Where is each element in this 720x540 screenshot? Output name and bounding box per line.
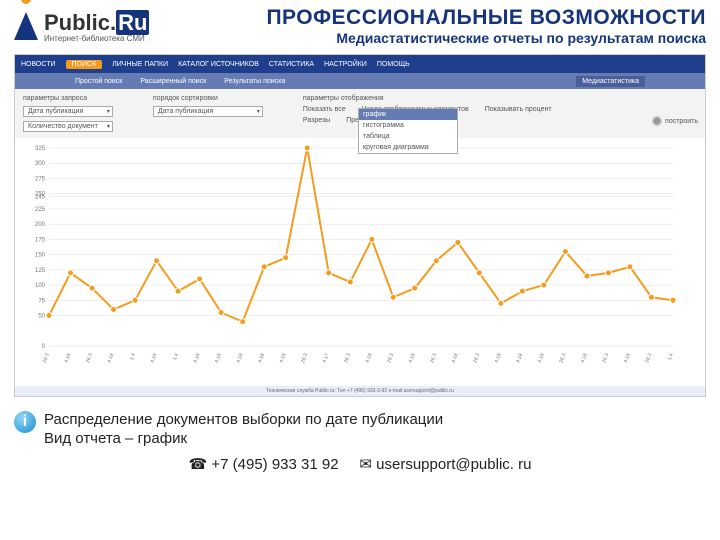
svg-text:26.3: 26.3 (85, 352, 94, 363)
svg-text:28.3: 28.3 (644, 352, 653, 363)
svg-text:26.3: 26.3 (386, 352, 395, 363)
phone: +7 (495) 933 31 92 (189, 456, 339, 473)
svg-text:200: 200 (35, 222, 46, 228)
subnav-item[interactable]: Результаты поиска (224, 78, 285, 85)
chart-area: 0507510012515017520022524525027530032520… (15, 138, 705, 386)
dropdown-item[interactable]: гистограмма (359, 120, 457, 131)
subnav-item[interactable]: Расширенный поиск (140, 78, 206, 85)
logo-text: Public.Ru (44, 10, 149, 36)
svg-text:4.18: 4.18 (451, 352, 460, 363)
subnav-item[interactable]: Медиастатистика (576, 76, 645, 87)
svg-text:26.3: 26.3 (343, 352, 352, 363)
nav-item[interactable]: НОВОСТИ (21, 61, 56, 68)
svg-text:4.18: 4.18 (580, 352, 589, 363)
svg-text:4.18: 4.18 (279, 352, 288, 363)
svg-text:4.18: 4.18 (63, 352, 72, 363)
presentation-dropdown[interactable]: график гистограмматаблицакруговая диагра… (358, 108, 458, 154)
dropdown-selected[interactable]: график (359, 109, 457, 120)
svg-text:125: 125 (35, 268, 46, 274)
nav-item[interactable]: СТАТИСТИКА (269, 61, 314, 68)
svg-text:275: 275 (35, 176, 46, 182)
svg-text:4.18: 4.18 (236, 352, 245, 363)
logo-triangle-icon (14, 12, 38, 40)
svg-text:225: 225 (35, 207, 46, 213)
svg-text:175: 175 (35, 237, 46, 243)
build-label: построить (665, 118, 698, 125)
svg-text:4.17: 4.17 (322, 352, 331, 363)
select-date[interactable]: Дата публикация (23, 106, 113, 117)
contact-bar: +7 (495) 933 31 92 usersupport@public. r… (0, 455, 720, 473)
svg-text:1.4: 1.4 (172, 352, 180, 361)
svg-text:75: 75 (38, 298, 45, 304)
info-block: i Распределение документов выборки по да… (14, 411, 706, 449)
info-line2: Вид отчета – график (44, 430, 443, 449)
svg-text:4.18: 4.18 (365, 352, 374, 363)
svg-text:4.18: 4.18 (214, 352, 223, 363)
page-title: ПРОФЕССИОНАЛЬНЫЕ ВОЗМОЖНОСТИ (149, 6, 706, 30)
section-label: параметры отображения (303, 95, 697, 102)
svg-text:100: 100 (35, 283, 46, 289)
svg-text:150: 150 (35, 253, 46, 259)
dropdown-item[interactable]: круговая диаграмма (359, 142, 457, 153)
sub-nav: Простой поиск Расширенный поиск Результаты… (15, 73, 705, 89)
nav-item[interactable]: ПОМОЩЬ (377, 61, 410, 68)
svg-text:26.3: 26.3 (472, 352, 481, 363)
logo: Public.Ru Интернет-библиотека СМИ (14, 10, 149, 43)
svg-text:4.18: 4.18 (515, 352, 524, 363)
svg-text:26.3: 26.3 (601, 352, 610, 363)
section-label: порядок сортировки (153, 95, 263, 102)
gear-icon (652, 116, 662, 126)
show-all-label: Показать все (303, 106, 346, 113)
svg-text:250: 250 (35, 192, 46, 198)
line-chart: 0507510012515017520022524525027530032520… (23, 142, 683, 372)
page-subtitle: Медиастатистические отчеты по результата… (149, 30, 706, 46)
nav-item[interactable]: ЛИЧНЫЕ ПАПКИ (112, 61, 168, 68)
dropdown-item[interactable]: таблица (359, 131, 457, 142)
svg-text:4.18: 4.18 (623, 352, 632, 363)
nav-item[interactable]: НАСТРОЙКИ (324, 61, 367, 68)
svg-text:4.18: 4.18 (149, 352, 158, 363)
svg-text:20.3: 20.3 (42, 352, 51, 363)
svg-text:4.18: 4.18 (537, 352, 546, 363)
select-count[interactable]: Количество документ (23, 121, 113, 132)
svg-text:4.18: 4.18 (408, 352, 417, 363)
info-icon: i (14, 411, 36, 433)
svg-text:26.3: 26.3 (429, 352, 438, 363)
svg-text:300: 300 (35, 161, 46, 167)
section-label: параметры запроса (23, 95, 113, 102)
svg-text:50: 50 (38, 314, 45, 320)
svg-text:1.4: 1.4 (667, 352, 675, 361)
svg-text:1.4: 1.4 (129, 352, 137, 361)
build-button[interactable]: построить (652, 116, 698, 126)
main-nav: НОВОСТИ ПОИСК ЛИЧНЫЕ ПАПКИ КАТАЛОГ ИСТОЧНИК… (15, 55, 705, 73)
svg-text:4.18: 4.18 (193, 352, 202, 363)
nav-item[interactable]: КАТАЛОГ ИСТОЧНИКОВ (178, 61, 259, 68)
logo-subtitle: Интернет-библиотека СМИ (44, 34, 149, 43)
select-sort[interactable]: Дата публикация (153, 106, 263, 117)
footer-note: Техническая служба Public.ru: Тел +7 (49… (15, 386, 705, 396)
svg-text:4.18: 4.18 (257, 352, 266, 363)
svg-text:4.18: 4.18 (494, 352, 503, 363)
svg-text:0: 0 (42, 344, 46, 350)
nav-item[interactable]: ПОИСК (66, 60, 103, 69)
svg-text:26.3: 26.3 (558, 352, 567, 363)
svg-text:4.18: 4.18 (106, 352, 115, 363)
svg-text:26.3: 26.3 (300, 352, 309, 363)
percent-label: Показывать процент (485, 106, 552, 113)
info-line1: Распределение документов выборки по дате… (44, 411, 443, 430)
app-screenshot: НОВОСТИ ПОИСК ЛИЧНЫЕ ПАПКИ КАТАЛОГ ИСТОЧНИК… (14, 54, 706, 397)
email: usersupport@public. ru (359, 456, 531, 473)
subnav-item[interactable]: Простой поиск (75, 78, 122, 85)
svg-text:325: 325 (35, 146, 46, 152)
razrezy-label: Разрезы (303, 117, 330, 124)
